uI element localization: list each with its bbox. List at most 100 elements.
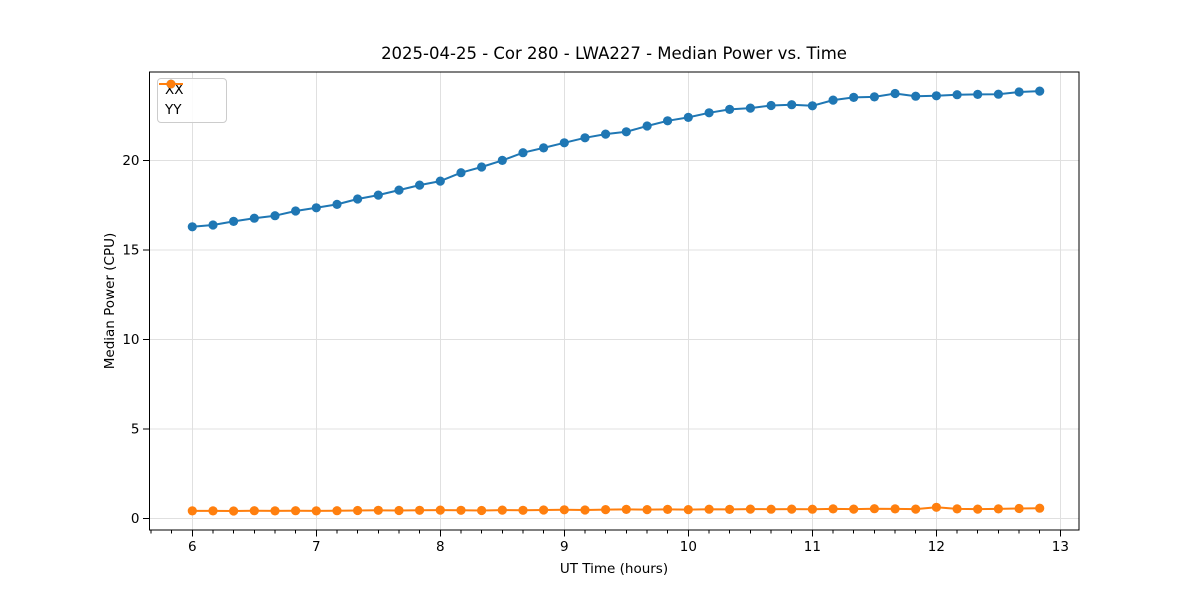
x-tick-label: 6 bbox=[188, 539, 197, 555]
data-point-yy bbox=[745, 504, 756, 514]
data-point-xx bbox=[270, 211, 280, 221]
data-point-xx bbox=[931, 91, 942, 101]
data-point-yy bbox=[187, 506, 197, 516]
x-tick-label: 8 bbox=[436, 539, 445, 555]
y-axis-label: Median Power (CPU) bbox=[102, 232, 118, 370]
data-point-xx bbox=[539, 143, 549, 153]
data-point-yy bbox=[869, 504, 880, 514]
data-point-xx bbox=[890, 88, 900, 99]
data-point-yy bbox=[497, 505, 507, 515]
data-point-yy bbox=[208, 506, 218, 516]
data-point-xx bbox=[1035, 86, 1045, 96]
legend-line-yy-icon bbox=[159, 79, 183, 89]
data-point-yy bbox=[229, 506, 239, 516]
data-point-yy bbox=[621, 504, 631, 514]
data-point-yy bbox=[559, 505, 569, 515]
data-point-xx bbox=[249, 213, 259, 223]
x-tick-label: 9 bbox=[560, 539, 569, 555]
chart-title: 2025-04-25 - Cor 280 - LWA227 - Median P… bbox=[381, 44, 847, 63]
data-point-yy bbox=[911, 504, 921, 514]
data-point-xx bbox=[373, 190, 383, 200]
y-tick-label: 20 bbox=[122, 153, 139, 169]
data-point-xx bbox=[787, 100, 797, 110]
data-point-xx bbox=[828, 95, 838, 105]
data-point-xx bbox=[559, 138, 569, 148]
data-point-yy bbox=[993, 504, 1004, 514]
data-point-yy bbox=[580, 505, 590, 515]
x-tick-label: 10 bbox=[680, 539, 697, 555]
data-point-yy bbox=[1014, 503, 1024, 514]
x-axis-label: UT Time (hours) bbox=[559, 561, 669, 577]
axis-ticks bbox=[143, 160, 1061, 537]
data-point-xx bbox=[353, 194, 363, 204]
axes-frame bbox=[148, 71, 1080, 531]
data-point-xx bbox=[291, 206, 301, 216]
data-point-yy bbox=[663, 504, 673, 514]
data-point-yy bbox=[456, 505, 466, 515]
data-point-xx bbox=[1014, 87, 1024, 97]
data-point-yy bbox=[704, 504, 714, 514]
data-point-yy bbox=[270, 506, 280, 516]
data-point-xx bbox=[435, 176, 445, 186]
data-point-yy bbox=[849, 504, 859, 514]
data-point-xx bbox=[704, 108, 714, 118]
data-point-xx bbox=[580, 133, 590, 143]
legend: XX YY bbox=[157, 78, 227, 123]
data-point-xx bbox=[683, 112, 693, 122]
data-point-yy bbox=[394, 505, 404, 516]
data-point-yy bbox=[415, 505, 425, 515]
data-point-yy bbox=[931, 502, 942, 512]
gridlines bbox=[149, 72, 1079, 530]
legend-label-yy: YY bbox=[165, 101, 182, 118]
data-point-xx bbox=[952, 90, 962, 100]
data-point-xx bbox=[394, 185, 404, 195]
data-point-yy bbox=[291, 506, 301, 516]
data-point-xx bbox=[456, 168, 466, 178]
data-point-yy bbox=[601, 505, 611, 515]
data-point-xx bbox=[497, 155, 507, 165]
data-point-yy bbox=[332, 506, 342, 516]
data-point-yy bbox=[683, 505, 693, 515]
data-point-xx bbox=[745, 103, 756, 113]
x-tick-label: 12 bbox=[928, 539, 945, 555]
y-tick-label: 0 bbox=[131, 511, 140, 527]
data-point-xx bbox=[766, 100, 776, 111]
data-point-yy bbox=[828, 504, 838, 514]
data-point-xx bbox=[415, 180, 425, 190]
data-point-yy bbox=[477, 505, 487, 516]
x-tick-label: 7 bbox=[312, 539, 321, 555]
x-tick-label: 11 bbox=[804, 539, 821, 555]
data-point-yy bbox=[642, 505, 652, 515]
data-point-xx bbox=[311, 203, 321, 213]
series-xx bbox=[187, 86, 1045, 232]
data-point-yy bbox=[353, 505, 363, 516]
series-yy bbox=[187, 502, 1045, 516]
data-point-yy bbox=[890, 504, 900, 514]
data-point-yy bbox=[373, 505, 383, 515]
x-tick-label: 13 bbox=[1052, 539, 1069, 555]
data-point-yy bbox=[311, 506, 321, 516]
data-point-xx bbox=[993, 89, 1004, 99]
data-point-yy bbox=[766, 504, 776, 514]
data-point-xx bbox=[911, 91, 921, 101]
data-point-yy bbox=[787, 504, 797, 514]
data-point-xx bbox=[187, 222, 197, 232]
data-point-yy bbox=[807, 504, 818, 514]
data-point-yy bbox=[435, 505, 445, 515]
data-point-xx bbox=[642, 121, 652, 131]
data-point-xx bbox=[621, 127, 631, 137]
data-point-xx bbox=[849, 92, 859, 102]
axis-tick-labels: 6 7 8 9 10 11 12 13 0 5 10 15 20 bbox=[122, 153, 1069, 555]
data-point-yy bbox=[249, 506, 259, 516]
data-point-xx bbox=[477, 162, 487, 172]
data-point-xx bbox=[973, 89, 983, 99]
data-point-yy bbox=[973, 504, 983, 514]
data-point-xx bbox=[518, 148, 528, 158]
data-point-xx bbox=[601, 129, 611, 139]
data-point-xx bbox=[208, 220, 218, 230]
y-tick-label: 5 bbox=[131, 421, 140, 437]
data-point-yy bbox=[725, 504, 735, 514]
data-point-xx bbox=[663, 116, 673, 126]
